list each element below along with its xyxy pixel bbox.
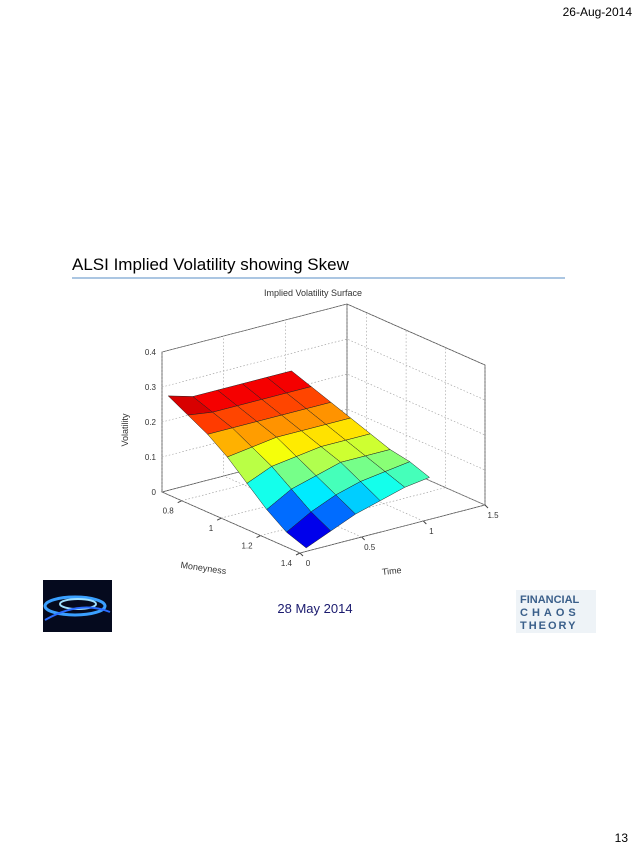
y-tick — [484, 504, 489, 509]
y-tick — [299, 552, 304, 557]
x-tick-label: 1.2 — [241, 542, 253, 551]
x-tick-label: 1 — [209, 524, 214, 533]
x-axis-label: Moneyness — [180, 560, 227, 576]
z-tick-label: 0.2 — [145, 418, 157, 427]
logo-text: CHAOS — [520, 607, 580, 619]
y-tick-label: 1 — [429, 527, 434, 536]
y-tick-label: 1.5 — [487, 511, 499, 520]
z-tick-label: 0 — [152, 488, 157, 497]
y-tick-label: 0.5 — [364, 543, 376, 552]
surface-plot: 0 0.1 0.2 0.3 0.4 0.8 1 1.2 1.4 0 0.5 1 1.5 — [145, 303, 499, 568]
footer-date: 28 May 2014 — [277, 601, 352, 616]
grid-line — [161, 352, 301, 554]
logo-text: FINANCIAL — [520, 594, 580, 606]
right-logo: FINANCIAL CHAOS THEORY — [516, 590, 596, 633]
x-tick — [177, 500, 182, 504]
z-tick-label: 0.4 — [145, 348, 157, 357]
x-tick — [216, 517, 222, 521]
y-tick — [422, 520, 427, 525]
x-tick-label: 1.4 — [281, 559, 293, 568]
z-tick-label: 0.1 — [145, 453, 157, 462]
y-tick-label: 0 — [306, 559, 311, 568]
surface-patch — [286, 511, 332, 549]
y-tick — [361, 536, 366, 541]
header-date: 26-Aug-2014 — [563, 5, 633, 19]
z-axis-label: Volatility — [120, 413, 130, 447]
logo-text: THEORY — [520, 620, 577, 632]
x-tick — [256, 535, 261, 539]
page-number: 13 — [615, 831, 629, 845]
grid-line — [181, 312, 368, 501]
slide-title: ALSI Implied Volatility showing Skew — [72, 255, 350, 274]
y-axis-label: Time — [381, 565, 402, 577]
x-tick — [295, 552, 301, 556]
z-tick-label: 0.3 — [145, 383, 157, 392]
grid-line — [161, 303, 486, 366]
chart-title: Implied Volatility Surface — [264, 288, 362, 298]
left-logo — [43, 580, 112, 632]
x-tick-label: 0.8 — [163, 507, 175, 516]
grid-line — [161, 338, 486, 401]
